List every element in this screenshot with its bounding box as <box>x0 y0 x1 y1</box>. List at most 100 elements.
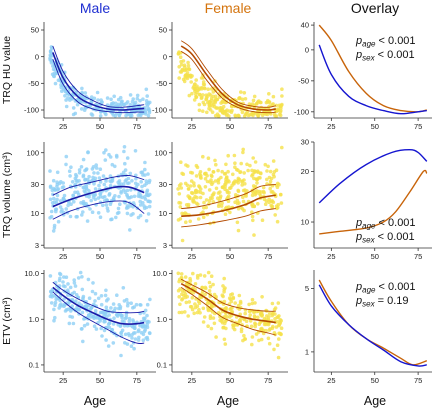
scatter-point <box>91 281 95 285</box>
scatter-point <box>48 58 52 62</box>
scatter-point <box>239 161 243 166</box>
scatter-point <box>202 206 206 210</box>
scatter-point <box>75 102 80 107</box>
scatter-point <box>231 172 235 177</box>
scatter-point <box>124 113 128 118</box>
scatter-point <box>109 306 113 310</box>
scatter-point <box>246 168 250 173</box>
overlay-row-2-x-tick-label: 75 <box>414 252 422 261</box>
scatter-point <box>181 172 186 176</box>
scatter-point <box>211 90 216 94</box>
scatter-point <box>208 108 213 112</box>
scatter-point <box>208 284 213 289</box>
scatter-point <box>66 203 70 208</box>
scatter-point <box>236 188 240 193</box>
female-row-1-x-tick-label: 50 <box>226 122 234 131</box>
scatter-point <box>58 271 62 276</box>
scatter-point <box>278 112 282 117</box>
female-row-2-x-tick-label: 50 <box>226 252 234 261</box>
scatter-point <box>115 211 120 216</box>
scatter-point <box>245 189 249 193</box>
scatter-point <box>268 186 273 191</box>
scatter-point <box>141 338 146 343</box>
scatter-point <box>186 63 191 68</box>
scatter-point <box>209 304 214 309</box>
scatter-point <box>197 87 201 92</box>
male-row-1-x-tick-label: 75 <box>133 122 141 131</box>
scatter-point <box>224 109 228 114</box>
scatter-point <box>82 185 86 190</box>
scatter-point <box>223 321 227 326</box>
male-row-1-x-tick-label: 25 <box>59 122 67 131</box>
scatter-point <box>81 174 86 179</box>
scatter-point <box>101 174 106 178</box>
scatter-point <box>145 188 150 193</box>
scatter-point <box>222 172 227 176</box>
scatter-point <box>237 96 242 101</box>
female-row-1-x-tick-label: 75 <box>264 122 272 131</box>
scatter-point <box>224 162 228 167</box>
scatter-point <box>182 212 186 216</box>
scatter-point <box>259 190 264 194</box>
scatter-point <box>177 192 182 196</box>
scatter-point <box>52 226 57 230</box>
scatter-point <box>73 190 77 195</box>
scatter-point <box>201 93 205 97</box>
overlay-row-2-x-tick-label: 25 <box>327 252 335 261</box>
scatter-point <box>77 308 82 312</box>
scatter-point <box>137 191 141 196</box>
scatter-point <box>206 156 211 160</box>
scatter-point <box>93 309 98 313</box>
scatter-point <box>64 308 69 312</box>
scatter-point <box>98 215 103 219</box>
scatter-point <box>238 312 242 317</box>
scatter-point <box>62 275 66 279</box>
scatter-point <box>197 92 202 97</box>
overlay-male-line <box>318 284 427 367</box>
scatter-point <box>254 332 259 336</box>
scatter-point <box>176 271 181 276</box>
scatter-point <box>132 305 136 309</box>
scatter-point <box>112 94 116 99</box>
scatter-point <box>188 276 192 281</box>
scatter-point <box>98 191 103 196</box>
scatter-point <box>268 169 273 174</box>
scatter-point <box>86 277 91 282</box>
overlay-row-1-y-tick-label: 0 <box>305 45 309 54</box>
scatter-point <box>144 87 149 92</box>
scatter-point <box>111 341 116 345</box>
scatter-point <box>48 185 53 189</box>
scatter-point <box>270 301 275 306</box>
scatter-point <box>260 218 265 222</box>
scatter-point <box>89 315 93 319</box>
overlay-row-3-y-tick-label: 5 <box>305 284 309 293</box>
scatter-point <box>222 337 227 342</box>
scatter-point <box>124 315 129 320</box>
female-row-3-x-tick-label: 75 <box>264 376 272 385</box>
scatter-point <box>116 97 121 102</box>
scatter-point <box>50 295 54 299</box>
scatter-point <box>183 310 187 314</box>
scatter-point <box>129 301 133 306</box>
male-row-3-y-tick-label: 10.0 <box>24 269 39 278</box>
overlay-male-line <box>318 148 428 204</box>
scatter-point <box>81 210 85 214</box>
scatter-point <box>255 181 259 185</box>
scatter-point <box>142 329 147 334</box>
scatter-point <box>257 322 262 327</box>
scatter-point <box>92 324 97 329</box>
scatter-point <box>147 204 152 209</box>
scatter-point <box>226 169 230 174</box>
scatter-point <box>97 183 101 188</box>
scatter-point <box>101 310 105 314</box>
scatter-point <box>224 205 229 210</box>
scatter-point <box>188 184 193 188</box>
scatter-point <box>98 317 102 321</box>
scatter-point <box>113 306 117 311</box>
scatter-point <box>128 171 133 176</box>
scatter-point <box>127 319 132 324</box>
scatter-point <box>191 286 195 290</box>
p-value-age: page < 0.001 <box>355 281 416 295</box>
scatter-point <box>221 104 226 109</box>
scatter-female <box>176 270 284 360</box>
